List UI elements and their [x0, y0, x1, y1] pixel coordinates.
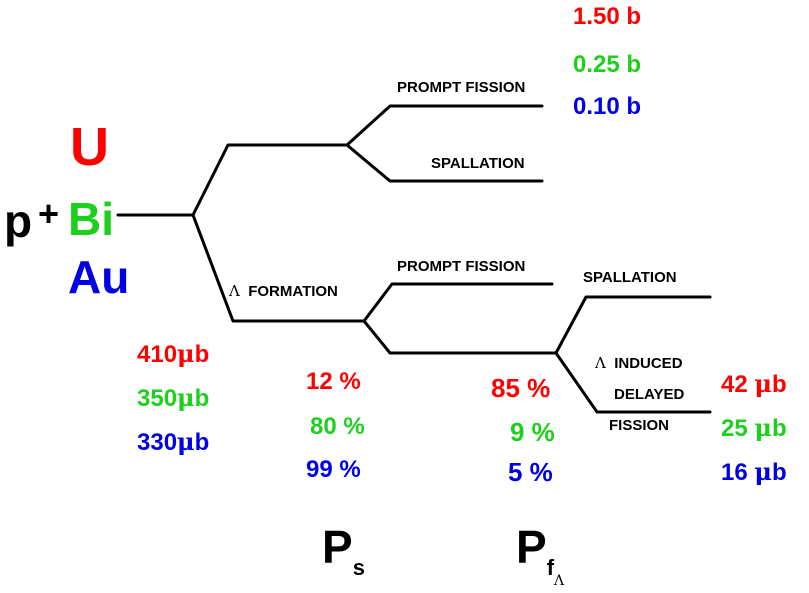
branch-lambda-survive	[362, 319, 558, 355]
unit-b: b	[194, 341, 210, 368]
pf-percent-bi: 9 %	[510, 417, 555, 447]
lambda-xs-au-value: 330	[137, 429, 178, 456]
projectile-label: p	[4, 195, 33, 247]
mu-symbol: μ	[754, 457, 772, 486]
lambda-xs-bi: 350μb	[137, 386, 209, 411]
delayed-xs-u-value: 42	[721, 371, 748, 398]
branch-prompt-fission-top	[345, 104, 544, 147]
induced-text: INDUCED	[614, 355, 683, 372]
prompt-fission-xs-au: 0.10 b	[573, 93, 642, 120]
pf-subsub: Λ	[554, 573, 565, 589]
ps-sub: s	[352, 555, 365, 580]
label-spallation-top: SPALLATION	[431, 155, 525, 172]
target-u: U	[70, 117, 109, 177]
delayed-fission-xs-u: 42 μb	[721, 372, 787, 397]
ps-percent-u: 12 %	[306, 368, 361, 395]
label-spallation-right: SPALLATION	[583, 269, 677, 286]
target-bi: Bi	[68, 193, 114, 245]
ps-percent-bi: 80 %	[310, 413, 365, 440]
mu-symbol: μ	[177, 339, 195, 368]
lambda-xs-u-value: 410	[137, 341, 178, 368]
pf-sub: f	[546, 555, 555, 580]
pf-lambda-label: PfΛ	[516, 521, 564, 588]
pf-main: P	[516, 521, 547, 573]
lambda-symbol: Λ	[229, 282, 240, 300]
unit-b: b	[771, 415, 787, 442]
delayed-xs-au-value: 16	[721, 459, 748, 486]
ps-label: Ps	[322, 521, 365, 579]
mu-symbol: μ	[177, 427, 195, 456]
mu-symbol: μ	[177, 383, 195, 412]
branch-lambda-formation	[191, 213, 366, 323]
pf-percent-au: 5 %	[508, 457, 553, 487]
ps-percent-au: 99 %	[306, 456, 361, 483]
branch-spallation-right	[554, 295, 712, 355]
branch-prompt-fission-mid	[362, 282, 554, 323]
label-fission: FISSION	[609, 417, 670, 434]
lambda-formation-text: FORMATION	[248, 283, 338, 300]
label-lambda-formation: Λ FORMATION	[229, 282, 338, 300]
lambda-symbol: Λ	[595, 354, 606, 372]
unit-b: b	[194, 385, 210, 412]
label-delayed: DELAYED	[614, 386, 685, 403]
mu-symbol: μ	[754, 413, 772, 442]
mu-symbol: μ	[754, 369, 772, 398]
unit-b: b	[771, 371, 787, 398]
ps-main: P	[322, 521, 353, 573]
branch-delayed-fission	[554, 351, 712, 414]
delayed-xs-bi-value: 25	[721, 415, 748, 442]
plus-sign: +	[38, 193, 60, 234]
prompt-fission-xs-bi: 0.25 b	[573, 51, 642, 78]
lambda-xs-au: 330μb	[137, 430, 209, 455]
unit-b: b	[194, 429, 210, 456]
branch-upper	[191, 143, 349, 217]
pf-percent-u: 85 %	[491, 373, 551, 403]
delayed-fission-xs-au: 16 μb	[721, 460, 787, 485]
lambda-xs-bi-value: 350	[137, 385, 178, 412]
delayed-fission-xs-bi: 25 μb	[721, 416, 787, 441]
label-prompt-fission-top: PROMPT FISSION	[397, 79, 526, 96]
lambda-xs-u: 410μb	[137, 342, 209, 367]
branch-spallation-top	[345, 143, 544, 183]
label-lambda-induced: Λ INDUCED	[595, 354, 683, 372]
prompt-fission-xs-u: 1.50 b	[573, 3, 642, 30]
label-prompt-fission-mid: PROMPT FISSION	[397, 258, 526, 275]
target-au: Au	[68, 251, 130, 303]
unit-b: b	[771, 459, 787, 486]
